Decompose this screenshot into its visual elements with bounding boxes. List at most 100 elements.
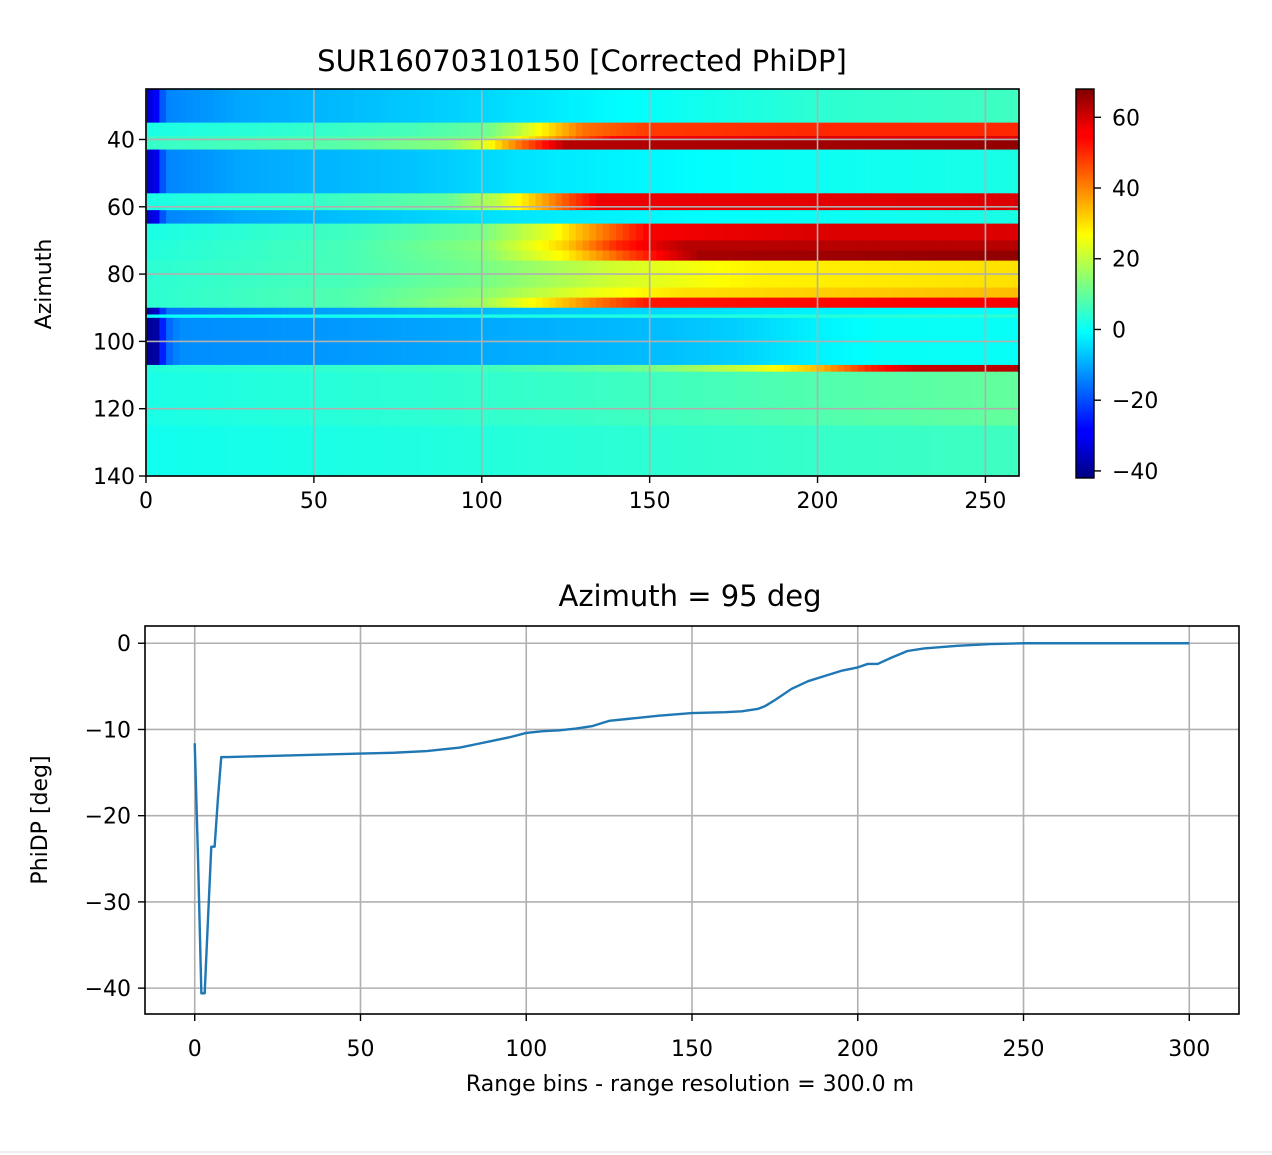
heatmap-cell (918, 122, 926, 137)
heatmap-cell (367, 89, 375, 124)
heatmap-cell (461, 287, 469, 299)
heatmap-cell (945, 210, 953, 225)
heatmap-cell (743, 297, 751, 309)
heatmap-cell (193, 89, 201, 124)
heatmap-cell (367, 425, 375, 477)
heatmap-cell (824, 240, 832, 251)
heatmap-cell (636, 89, 644, 124)
heatmap-cell (246, 210, 255, 225)
heatmap-cell (213, 297, 221, 309)
heatmap-cell (824, 364, 832, 373)
heatmap-cell (716, 139, 725, 150)
heatmap-cell (649, 314, 657, 319)
heatmap-cell (381, 136, 389, 140)
heatmap-cell (407, 210, 416, 225)
heatmap-cell (622, 364, 631, 373)
heatmap-cell (454, 122, 463, 137)
heatmap-cell (575, 297, 584, 309)
heatmap-cell (360, 210, 369, 225)
heatmap-cell (374, 139, 382, 150)
heatmap-cell (307, 250, 315, 262)
heatmap-cell (454, 193, 463, 211)
heatmap-cell (253, 193, 261, 211)
heatmap-cell (716, 364, 725, 373)
heatmap-cell (266, 287, 275, 299)
heatmap-cell (461, 122, 469, 137)
heatmap-cell (710, 223, 718, 241)
heatmap-cell (307, 149, 315, 194)
heatmap-cell (978, 250, 987, 262)
heatmap-cell (992, 89, 1000, 124)
heatmap-cell (206, 122, 214, 137)
heatmap-cell (327, 240, 335, 251)
heatmap-cell (454, 89, 463, 124)
heatmap-cell (891, 210, 899, 225)
heatmap-cell (595, 364, 604, 373)
heatmap-cell (636, 250, 644, 262)
heatmap-cell (1005, 364, 1013, 373)
heatmap-cell (387, 287, 396, 299)
heatmap-cell (669, 240, 678, 251)
heatmap-cell (636, 307, 644, 315)
heatmap-cell (179, 425, 187, 477)
heatmap-cell (589, 136, 597, 140)
heatmap-cell (428, 210, 436, 225)
heatmap-cell (696, 223, 704, 241)
heatmap-cell (206, 136, 214, 140)
heatmap-cell (320, 371, 328, 426)
heatmap-cell (226, 297, 234, 309)
heatmap-cell (616, 149, 624, 194)
heatmap-cell (287, 240, 295, 251)
heatmap-cell (528, 297, 537, 309)
heatmap-cell (804, 139, 812, 150)
heatmap-cell (179, 89, 187, 124)
heatmap-cell (663, 122, 671, 137)
heatmap-cell (515, 250, 523, 262)
heatmap-cell (971, 122, 980, 137)
heatmap-cell (273, 193, 281, 211)
heatmap-cell (951, 89, 960, 124)
heatmap-cell (287, 89, 295, 124)
heatmap-cell (166, 223, 174, 241)
heatmap-cell (911, 287, 919, 299)
heatmap-cell (642, 240, 651, 251)
heatmap-cell (159, 250, 167, 262)
heatmap-cell (790, 314, 798, 319)
heatmap-cell (971, 250, 980, 262)
heatmap-cell (649, 223, 657, 241)
heatmap-x-tick-label: 200 (797, 489, 839, 514)
heatmap-cell (723, 314, 731, 319)
heatmap-cell (569, 122, 577, 137)
heatmap-cell (535, 149, 543, 194)
heatmap-cell (307, 287, 315, 299)
heatmap-cell (186, 89, 194, 124)
heatmap-cell (629, 139, 637, 150)
heatmap-cell (381, 210, 389, 225)
heatmap-cell (280, 371, 288, 426)
heatmap-cell (226, 371, 234, 426)
heatmap-cell (837, 307, 845, 315)
heatmap-cell (757, 223, 765, 241)
heatmap-cell (945, 364, 953, 373)
heatmap-cell (172, 287, 181, 299)
heatmap-cell (562, 371, 570, 426)
heatmap-cell (757, 307, 765, 315)
heatmap-cell (307, 364, 315, 373)
heatmap-cell (233, 297, 241, 309)
heatmap-cell (488, 136, 496, 140)
heatmap-cell (199, 210, 208, 225)
heatmap-cell (696, 193, 704, 211)
heatmap-cell (757, 210, 765, 225)
colorbar-tick-label: −40 (1112, 460, 1158, 485)
heatmap-cell (951, 250, 960, 262)
heatmap-cell (663, 223, 671, 241)
heatmap-cell (575, 193, 584, 211)
heatmap-cell (313, 364, 322, 373)
heatmap-cell (918, 223, 926, 241)
heatmap-cell (609, 193, 617, 211)
heatmap-cell (703, 297, 711, 309)
heatmap-cell (884, 210, 893, 225)
heatmap-cell (360, 314, 369, 319)
heatmap-cell (978, 136, 987, 140)
heatmap-cell (602, 307, 610, 315)
